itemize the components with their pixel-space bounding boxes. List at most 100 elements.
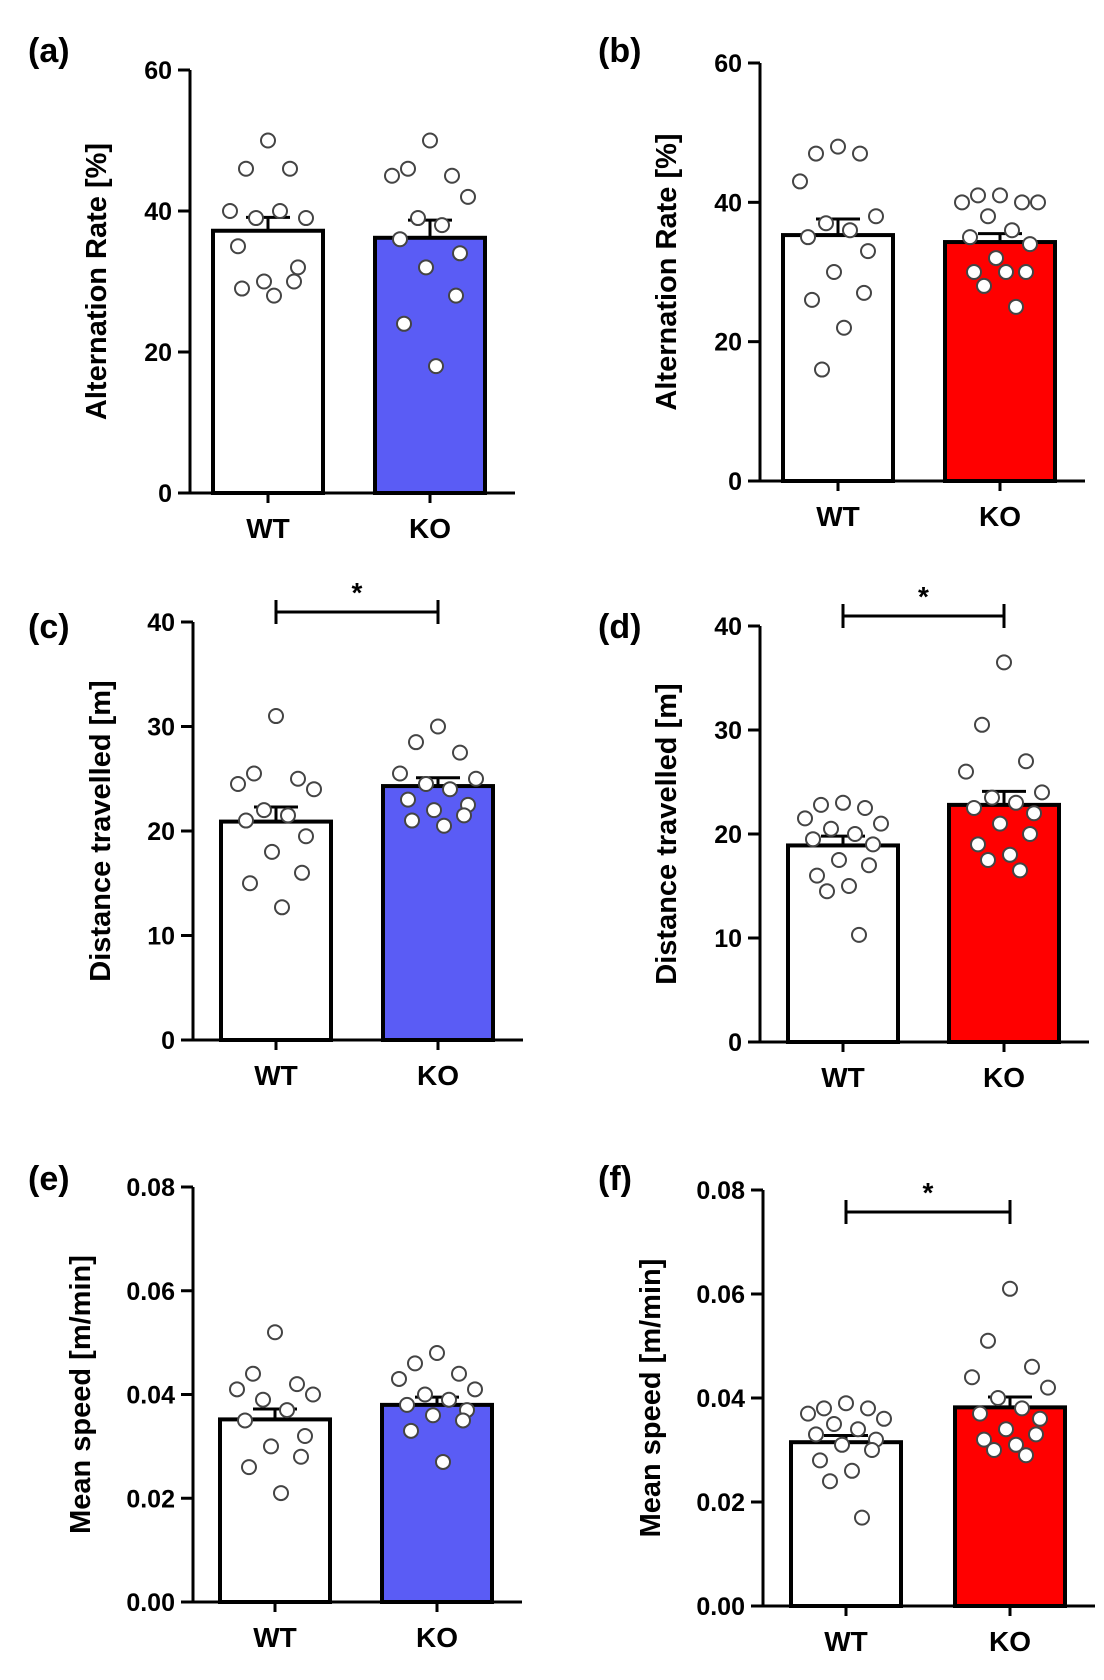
data-point-ko [452,744,468,761]
data-point-ko [970,836,986,853]
data-point-ko [1022,826,1038,842]
x-tick-label: WT [246,513,290,544]
data-point-wt [298,210,314,227]
bar-ko [953,1405,1067,1608]
data-point-ko [1026,805,1042,822]
data-point-ko [434,217,450,234]
data-point-ko [436,817,452,834]
data-point-wt [256,273,272,290]
data-point-ko [976,1431,992,1448]
data-point-wt [229,1381,245,1398]
data-point-ko [468,770,484,787]
data-point-ko [441,1391,457,1408]
y-tick-label: 0.00 [696,1593,745,1621]
x-tick-label: WT [816,501,860,532]
data-point-ko [1018,1447,1034,1464]
data-point-wt [808,1426,824,1443]
data-point-wt [830,138,846,155]
data-point-wt [868,208,884,225]
x-tick-label: KO [983,1062,1025,1093]
data-point-ko [980,852,996,868]
data-point-ko [996,654,1012,671]
data-point-ko [460,188,476,205]
data-point-wt [852,145,868,162]
data-point-ko [1002,846,1018,863]
y-tick-label: 0.08 [696,1177,745,1205]
y-axis-label: Alternation Rate [%] [651,133,683,410]
data-point-wt [808,145,824,162]
data-point-wt [286,273,302,290]
data-point-wt [842,222,858,239]
data-point-ko [456,807,472,824]
data-point-ko [435,1453,451,1470]
y-tick-label: 20 [714,329,742,357]
data-point-ko [1018,753,1034,770]
y-tick-label: 20 [144,339,172,367]
chart-panel-b: (b) 0 20 40 60 WT KO Alternation Rate [%] [598,32,1085,532]
data-point-wt [800,1405,816,1422]
data-point-wt [860,243,876,260]
chart-panel-a: (a) 0 20 40 60 WT KO Alternation Rate [%] [28,32,515,544]
y-tick-label: 0.02 [696,1489,745,1517]
panel-label: (a) [28,32,70,70]
data-point-wt [792,173,808,190]
data-point-wt [234,280,250,297]
data-point-wt [274,899,290,916]
data-point-ko [1002,1280,1018,1297]
x-tick-label: KO [417,1060,459,1091]
data-point-ko [422,132,438,149]
data-point-ko [425,1407,441,1424]
data-point-wt [876,1410,892,1427]
data-point-ko [399,1396,415,1413]
data-point-ko [998,1421,1014,1438]
data-point-ko [992,187,1008,204]
y-tick-label: 30 [147,714,175,742]
data-point-ko [392,765,408,782]
y-tick-label: 20 [147,818,175,846]
x-tick-label: KO [409,513,451,544]
data-point-ko [984,789,1000,806]
data-point-ko [392,231,408,248]
data-point-wt [812,1452,828,1469]
data-point-wt [230,775,246,792]
data-point-wt [838,1395,854,1412]
bar-ko [943,240,1057,483]
y-tick-label: 40 [714,613,742,641]
y-tick-label: 0.04 [696,1385,745,1413]
y-axis-label: Mean speed [m/min] [65,1255,97,1534]
data-point-wt [237,1412,253,1429]
data-point-ko [426,802,442,819]
y-tick-label: 40 [147,609,175,637]
data-point-wt [280,807,296,824]
data-point-ko [958,763,974,780]
data-point-wt [241,1459,257,1476]
data-point-wt [290,770,306,787]
data-point-ko [1014,1400,1030,1417]
y-axis-label: Mean speed [m/min] [635,1259,667,1538]
data-point-wt [861,857,877,874]
y-tick-label: 0.08 [126,1174,175,1202]
data-point-ko [400,160,416,177]
bar-wt [786,843,900,1044]
data-point-wt [297,1428,313,1444]
y-axis-label: Distance travelled [m] [651,683,683,984]
data-point-ko [451,1365,467,1382]
data-point-wt [230,238,246,255]
data-point-wt [819,883,835,900]
data-point-wt [290,259,306,276]
data-point-ko [391,1370,407,1387]
data-point-ko [1012,862,1028,879]
data-point-wt [289,1376,305,1393]
data-point-ko [1034,784,1050,801]
data-point-wt [804,291,820,308]
bar-ko [947,802,1061,1044]
y-axis-label: Alternation Rate [%] [81,143,113,420]
panel-label: (e) [28,1160,70,1198]
data-point-ko [1040,1379,1056,1396]
data-point-wt [260,132,276,149]
data-point-ko [408,734,424,751]
data-point-ko [966,800,982,816]
data-point-wt [305,1386,321,1403]
data-point-wt [273,1485,289,1502]
y-tick-label: 0.06 [126,1278,175,1306]
